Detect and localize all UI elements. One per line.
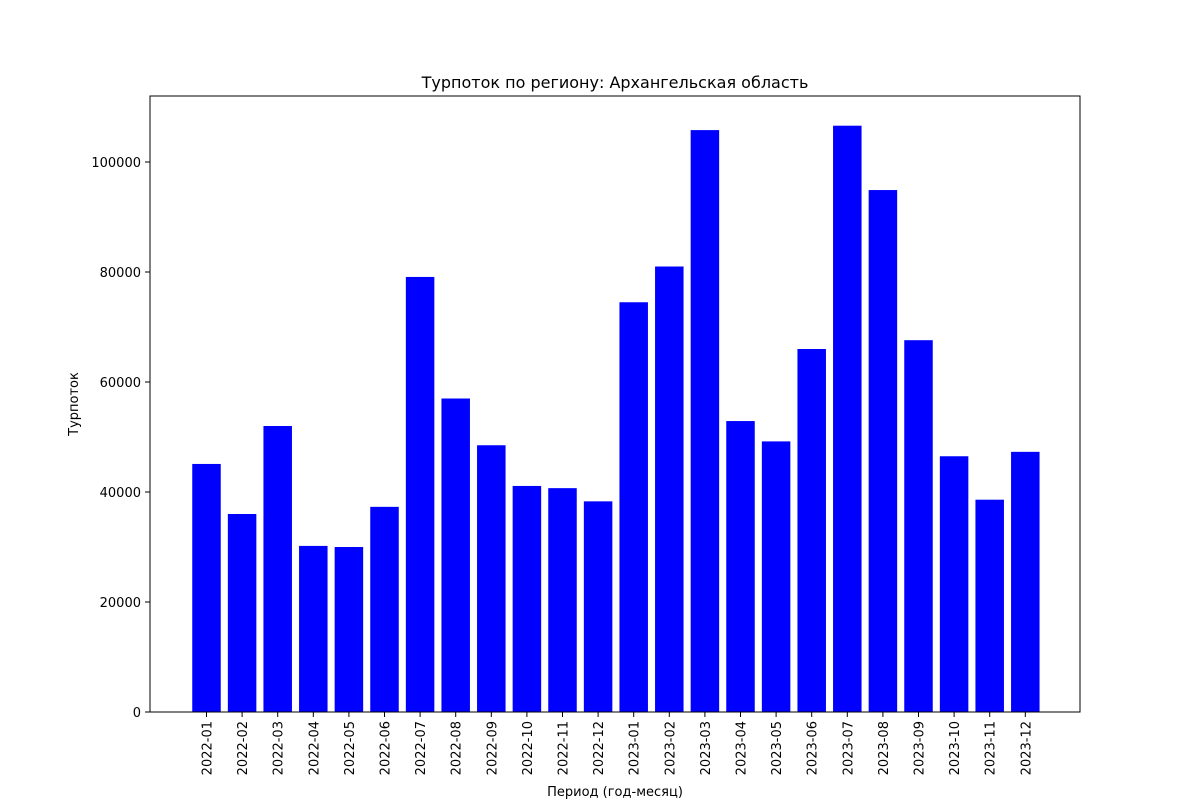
bar-2022-05 <box>334 547 364 712</box>
x-tick-label: 2022-04 <box>307 721 322 775</box>
x-axis: 2022-01 2022-02 2022-03 2022-04 2022-05 2022-… <box>201 712 1034 775</box>
bar-2022-09 <box>477 445 506 712</box>
bar-2023-12 <box>1011 451 1040 712</box>
x-tick-label: 2023-08 <box>877 721 892 775</box>
x-tick-label: 2022-08 <box>450 721 465 775</box>
chart-title: Турпоток по региону: Архангельская облас… <box>421 73 809 92</box>
x-axis-label: Период (год-месяц) <box>547 785 683 800</box>
y-tick-label: 80000 <box>100 266 141 281</box>
x-tick-label: 2023-11 <box>984 721 999 775</box>
x-tick-label: 2022-01 <box>201 721 216 775</box>
bar-2023-01 <box>619 302 648 712</box>
bar-2023-04 <box>726 421 755 712</box>
x-tick-label: 2023-07 <box>841 721 856 775</box>
y-axis: 0 20000 40000 60000 80000 100000 <box>91 156 150 721</box>
y-axis-label: Турпоток <box>67 372 82 437</box>
x-tick-label: 2023-03 <box>699 721 714 775</box>
bar-2023-07 <box>833 125 862 712</box>
x-tick-label: 2022-12 <box>592 721 607 775</box>
x-tick-label: 2023-12 <box>1019 721 1034 775</box>
x-tick-label: 2022-05 <box>343 721 358 775</box>
x-tick-label: 2022-10 <box>521 721 536 775</box>
bar-2022-07 <box>405 276 435 712</box>
bar-2022-02 <box>227 514 257 712</box>
bar-2023-03 <box>690 130 720 713</box>
bar-2022-01 <box>192 463 221 712</box>
x-tick-label: 2023-09 <box>913 721 928 775</box>
bar-2022-03 <box>263 426 292 712</box>
y-tick-label: 40000 <box>100 486 141 501</box>
x-tick-label: 2023-10 <box>948 721 963 775</box>
bar-2022-10 <box>512 485 542 712</box>
plot-frame <box>149 95 1081 713</box>
bar-2023-11 <box>975 499 1004 712</box>
bar-2022-11 <box>548 488 577 712</box>
x-tick-label: 2023-06 <box>806 721 821 775</box>
x-tick-label: 2023-05 <box>770 721 785 775</box>
x-tick-label: 2023-04 <box>735 721 750 775</box>
x-tick-label: 2023-01 <box>628 721 643 775</box>
bar-2022-08 <box>441 398 470 712</box>
x-tick-label: 2022-11 <box>557 721 572 775</box>
y-tick-label: 0 <box>133 706 141 721</box>
bar-2022-06 <box>370 506 399 712</box>
y-tick-label: 20000 <box>100 596 141 611</box>
x-tick-label: 2022-07 <box>414 721 429 775</box>
x-tick-label: 2022-02 <box>236 721 251 775</box>
bar-2022-04 <box>299 545 328 712</box>
bar-2023-06 <box>797 349 826 712</box>
x-tick-label: 2022-09 <box>485 721 500 775</box>
y-tick-label: 60000 <box>100 376 141 391</box>
bar-2023-02 <box>655 266 684 712</box>
bar-2022-12 <box>583 501 613 712</box>
bar-2023-09 <box>904 340 933 712</box>
x-tick-label: 2023-02 <box>663 721 678 775</box>
bar-2023-05 <box>761 441 791 712</box>
bar-2023-10 <box>939 456 969 712</box>
x-tick-label: 2022-06 <box>379 721 394 775</box>
x-tick-label: 2022-03 <box>272 721 287 775</box>
bar-2023-08 <box>868 190 898 713</box>
bars-group <box>192 125 1040 713</box>
y-tick-label: 100000 <box>91 156 141 171</box>
